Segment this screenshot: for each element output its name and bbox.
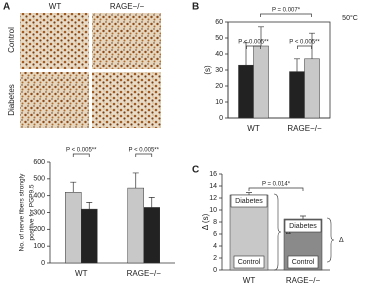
- micrograph: [92, 72, 161, 128]
- label-box: [233, 255, 265, 269]
- brace: [326, 217, 335, 263]
- bar: [143, 207, 160, 264]
- micrograph: [92, 13, 161, 69]
- x-tick-label: RAGE−/−: [127, 269, 162, 278]
- annotation: Diabetes: [289, 223, 317, 230]
- significance-bracket: [297, 45, 312, 49]
- significance-bracket: [135, 153, 153, 157]
- y-tick-label: 20: [215, 83, 223, 90]
- y-tick-label: 12: [209, 195, 217, 202]
- y-tick-label: 0: [213, 267, 217, 274]
- y-tick-label: 10: [215, 99, 223, 106]
- error-bar: [309, 32, 315, 59]
- error-bar: [148, 197, 155, 208]
- y-tick-label: 50: [215, 35, 223, 42]
- y-tick-label: 600: [33, 159, 45, 166]
- label-box: [284, 219, 322, 233]
- bar: [289, 71, 305, 119]
- x-tick-label: RAGE−/−: [286, 276, 321, 285]
- significance-bracket: [72, 153, 90, 157]
- significance-bracket: [246, 45, 261, 49]
- y-tick-label: 400: [33, 193, 45, 200]
- column-label: RAGE−/−: [110, 2, 145, 11]
- label-box: [287, 255, 319, 269]
- x-tick-label: RAGE−/−: [287, 124, 322, 133]
- bar: [304, 58, 320, 119]
- annotation: Δ: [286, 229, 291, 236]
- significance-bracket: [248, 187, 304, 191]
- annotation: Control: [238, 259, 261, 266]
- y-tick-label: 14: [209, 183, 217, 190]
- annotation: Control: [292, 259, 315, 266]
- error-bar: [243, 42, 249, 66]
- bar: [81, 208, 98, 264]
- y-tick-label: 2: [213, 255, 217, 262]
- bar: [253, 45, 269, 119]
- annotation: P < 0.005**: [238, 40, 269, 46]
- panel-label: A: [3, 2, 10, 13]
- panel-label: C: [192, 165, 199, 176]
- error-bar: [70, 181, 77, 193]
- y-tick-label: 0: [219, 115, 223, 122]
- annotation: P = 0.007*: [272, 8, 301, 14]
- error-bar: [246, 192, 252, 195]
- brace: [273, 193, 282, 271]
- y-tick-label: 8: [213, 219, 217, 226]
- y-axis-label: Δ (s): [201, 213, 210, 230]
- y-tick-label: 10: [209, 207, 217, 214]
- significance-bracket: [260, 13, 312, 17]
- y-tick-label: 40: [215, 51, 223, 58]
- bar: [238, 64, 254, 119]
- annotation: Δ: [339, 237, 344, 244]
- y-axis-label: positive for PGP9.5: [29, 184, 36, 240]
- x-tick-label: WT: [247, 124, 260, 133]
- y-tick-label: 30: [215, 67, 223, 74]
- y-tick-label: 500: [33, 176, 45, 183]
- annotation: P = 0.014*: [262, 182, 291, 188]
- y-tick-label: 100: [33, 243, 45, 250]
- y-tick-label: 6: [213, 231, 217, 238]
- y-tick-label: 16: [209, 171, 217, 178]
- bar: [65, 192, 82, 264]
- annotation: P < 0.005**: [129, 148, 160, 154]
- y-tick-label: 4: [213, 243, 217, 250]
- x-tick-label: WT: [243, 276, 256, 285]
- panel-label: B: [192, 2, 199, 13]
- bar: [127, 187, 144, 264]
- annotation: P < 0.005**: [289, 40, 320, 46]
- micrograph: [20, 13, 89, 69]
- label-box: [230, 194, 268, 208]
- y-tick-label: 200: [33, 226, 45, 233]
- annotation: 50°C: [342, 14, 358, 22]
- error-bar: [132, 172, 139, 189]
- error-bar: [294, 58, 300, 72]
- annotation: P < 0.005**: [66, 148, 97, 154]
- error-bar: [300, 215, 306, 219]
- column-label: WT: [49, 2, 62, 11]
- row-label: Diabetes: [7, 84, 16, 116]
- y-axis-label: No. of nerve fibers strongly: [19, 173, 26, 251]
- y-axis-label: (s): [203, 65, 212, 75]
- y-tick-label: 60: [215, 19, 223, 26]
- row-label: Control: [7, 27, 16, 53]
- error-bar: [86, 202, 93, 210]
- micrograph: [20, 72, 89, 128]
- y-tick-label: 0: [41, 260, 45, 267]
- annotation: Diabetes: [235, 198, 263, 205]
- x-tick-label: WT: [75, 269, 88, 278]
- y-tick-label: 300: [33, 209, 45, 216]
- error-bar: [258, 26, 264, 46]
